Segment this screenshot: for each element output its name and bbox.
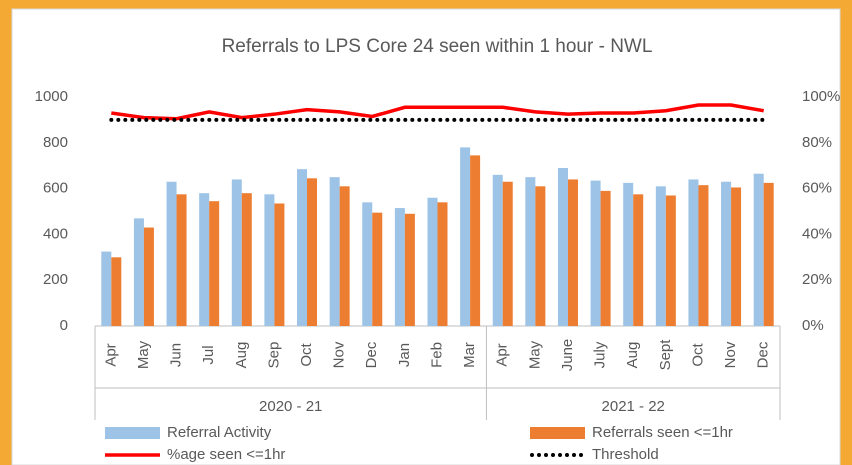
bar [143, 227, 154, 326]
bar [492, 174, 503, 326]
bar [166, 181, 177, 326]
bar [437, 202, 448, 326]
bar [394, 208, 405, 326]
x-tick-label: Apr [102, 343, 119, 366]
legend-swatch [530, 427, 585, 439]
bar [264, 194, 275, 326]
bar [753, 173, 764, 326]
bar [557, 167, 568, 326]
bar [307, 178, 318, 326]
bar [231, 179, 242, 326]
bar [404, 213, 415, 326]
y-tick-label: 1000 [35, 88, 68, 105]
x-tick-label: Mar [461, 342, 478, 368]
bar [133, 218, 144, 326]
bar [655, 186, 666, 326]
y2-tick-label: 100% [802, 88, 840, 105]
bar [623, 182, 634, 326]
bar [339, 186, 350, 326]
bar [209, 201, 220, 326]
x-tick-label: June [559, 339, 576, 372]
y-tick-label: 200 [43, 271, 68, 288]
y-tick-label: 600 [43, 180, 68, 197]
y-tick-label: 800 [43, 134, 68, 151]
x-tick-label: Jun [168, 343, 185, 367]
bar [362, 202, 373, 326]
x-tick-label: Dec [363, 341, 380, 368]
x-tick-label: Nov [722, 341, 739, 368]
group-label: 2021 - 22 [602, 398, 665, 415]
bar [502, 181, 513, 326]
bar [525, 177, 536, 326]
x-tick-label: Aug [624, 342, 641, 369]
legend-label: %age seen <=1hr [167, 446, 285, 463]
bar [176, 194, 187, 326]
group-label: 2020 - 21 [259, 398, 322, 415]
legend-swatch [105, 427, 160, 439]
x-tick-label: Aug [233, 342, 250, 369]
bar [241, 193, 252, 326]
x-tick-label: Oct [689, 343, 706, 367]
bar [731, 187, 742, 326]
x-tick-label: May [135, 340, 152, 369]
x-tick-label: Jan [396, 343, 413, 367]
legend-label: Threshold [592, 446, 659, 463]
y2-tick-label: 60% [802, 180, 832, 197]
bar [111, 257, 122, 326]
bar [763, 182, 774, 326]
bar [721, 181, 732, 326]
bar [274, 203, 285, 326]
bar [101, 251, 112, 326]
bar [688, 179, 699, 326]
y-tick-label: 0 [60, 317, 68, 334]
y2-tick-label: 80% [802, 134, 832, 151]
bar [199, 193, 210, 326]
bar [665, 195, 676, 326]
x-tick-label: Oct [298, 343, 315, 367]
bar [460, 147, 471, 326]
bar [297, 169, 308, 326]
y2-tick-label: 40% [802, 225, 832, 242]
x-tick-label: Sep [265, 342, 282, 369]
x-tick-label: July [592, 341, 609, 368]
bar [329, 177, 340, 326]
line-series [111, 103, 764, 121]
bar [372, 212, 383, 326]
bar [567, 179, 578, 326]
x-tick-label: Apr [494, 343, 511, 366]
x-tick-label: Sept [657, 339, 674, 371]
x-tick-label: Dec [755, 341, 772, 368]
x-tick-label: Nov [331, 341, 348, 368]
bar [633, 194, 644, 326]
y2-tick-label: 20% [802, 271, 832, 288]
x-tick-label: May [526, 340, 543, 369]
bar [470, 155, 481, 326]
bar [600, 190, 611, 326]
legend-label: Referral Activity [167, 424, 272, 441]
chart-title: Referrals to LPS Core 24 seen within 1 h… [222, 36, 653, 57]
bar [427, 197, 438, 326]
bar [698, 185, 709, 326]
x-tick-label: Feb [428, 342, 445, 368]
x-tick-label: Jul [200, 345, 217, 364]
bar [535, 186, 546, 326]
legend-label: Referrals seen <=1hr [592, 424, 733, 441]
bar [590, 180, 601, 326]
y-tick-label: 400 [43, 225, 68, 242]
y2-tick-label: 0% [802, 317, 824, 334]
